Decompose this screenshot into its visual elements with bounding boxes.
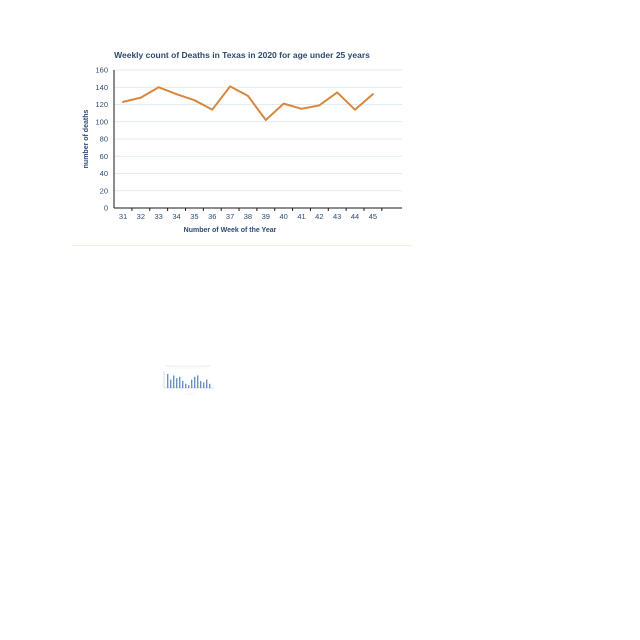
x-tick-label: 32 bbox=[137, 212, 145, 221]
thumbnail-bar bbox=[176, 378, 178, 388]
x-tick-label: 44 bbox=[351, 212, 359, 221]
x-tick-label: 33 bbox=[155, 212, 163, 221]
x-tick-label: 31 bbox=[119, 212, 127, 221]
x-tick-label: 40 bbox=[279, 212, 287, 221]
y-tick-label: 100 bbox=[95, 117, 108, 126]
x-axis-label: Number of Week of the Year bbox=[184, 227, 277, 234]
y-tick-label: 0 bbox=[104, 204, 108, 213]
x-tick-label: 35 bbox=[190, 212, 198, 221]
y-tick-label: 80 bbox=[100, 135, 108, 144]
y-tick-label: 160 bbox=[95, 66, 108, 75]
y-axis-label: number of deaths bbox=[83, 110, 90, 169]
thumbnail-bar bbox=[185, 383, 187, 388]
axes bbox=[113, 70, 402, 211]
x-tick-labels: 31 32 33 34 35 36 37 38 39 40 41 42 43 44 45 bbox=[119, 212, 377, 221]
x-tick-label: 42 bbox=[315, 212, 323, 221]
series-layer bbox=[122, 85, 374, 122]
x-tick-label: 41 bbox=[297, 212, 305, 221]
y-tick-label: 120 bbox=[95, 100, 108, 109]
y-tick-labels: 0 20 40 60 80 100 120 140 160 bbox=[95, 66, 108, 213]
chart-container: Weekly count of Deaths in Texas in 2020 … bbox=[72, 40, 412, 246]
y-tick-label: 60 bbox=[100, 152, 108, 161]
thumbnail-bar bbox=[182, 381, 184, 388]
thumbnail-bar-chart-image bbox=[160, 364, 216, 396]
thumbnail-bar bbox=[179, 376, 181, 388]
thumbnail-bar bbox=[173, 375, 175, 388]
thumbnail-bar bbox=[191, 379, 193, 388]
thumbnail-bar bbox=[167, 374, 169, 388]
x-tick-label: 34 bbox=[172, 212, 180, 221]
gridlines bbox=[114, 69, 402, 192]
thumbnail-bar bbox=[209, 383, 211, 388]
thumbnail-bar bbox=[200, 381, 202, 388]
line-chart: Weekly count of Deaths in Texas in 2020 … bbox=[83, 50, 402, 234]
thumbnail-bar bbox=[188, 385, 190, 388]
series-line bbox=[122, 85, 374, 122]
thumbnail-bar bbox=[170, 379, 172, 388]
x-tick-label: 43 bbox=[333, 212, 341, 221]
x-tick-label: 36 bbox=[208, 212, 216, 221]
chart-title: Weekly count of Deaths in Texas in 2020 … bbox=[114, 50, 370, 60]
y-tick-label: 40 bbox=[100, 169, 108, 178]
x-tick-label: 38 bbox=[244, 212, 252, 221]
y-tick-label: 140 bbox=[95, 83, 108, 92]
x-tick-label: 45 bbox=[369, 212, 377, 221]
x-tick-label: 39 bbox=[262, 212, 270, 221]
thumbnail-bar bbox=[206, 379, 208, 388]
thumbnail-bar bbox=[203, 382, 205, 388]
y-tick-label: 20 bbox=[100, 186, 108, 195]
x-tick-label: 37 bbox=[226, 212, 234, 221]
thumbnail-bar bbox=[194, 376, 196, 388]
thumbnail-bar bbox=[197, 375, 199, 388]
